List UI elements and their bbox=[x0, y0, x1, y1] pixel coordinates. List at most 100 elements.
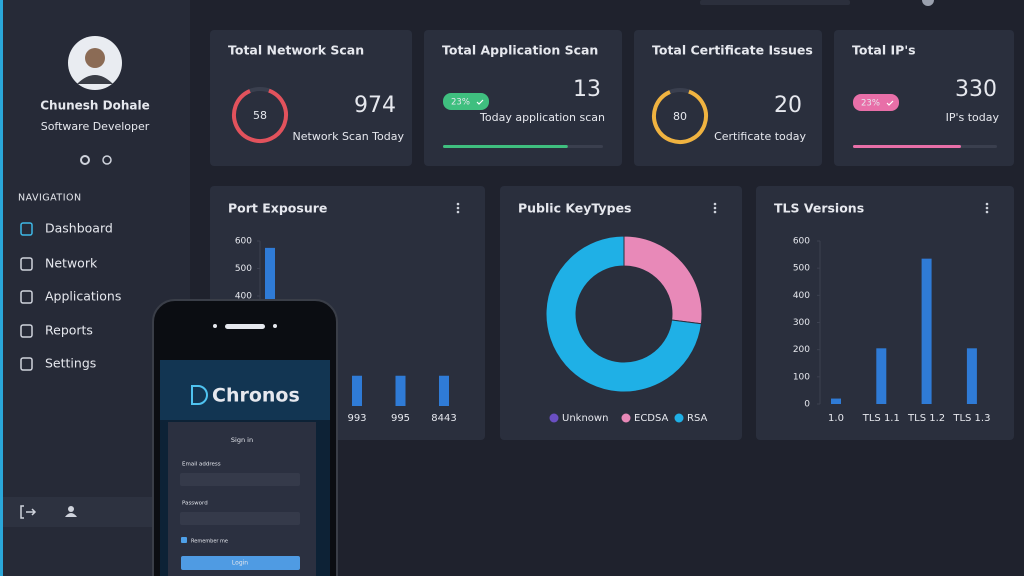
ring-value: 58 bbox=[253, 109, 267, 122]
nav-item[interactable]: Network bbox=[45, 256, 98, 271]
power-icon[interactable] bbox=[102, 155, 112, 165]
phone-email-input[interactable] bbox=[180, 473, 300, 486]
avatar-body bbox=[77, 75, 113, 84]
bar bbox=[352, 375, 362, 406]
chart-title: Port Exposure bbox=[228, 201, 327, 216]
badge-text: 23% bbox=[861, 99, 880, 109]
phone-email-label: Email address bbox=[182, 462, 221, 468]
nav-item[interactable]: Reports bbox=[45, 323, 93, 338]
stat-card bbox=[210, 30, 412, 166]
phone-checkbox[interactable] bbox=[181, 537, 187, 543]
menu-dot[interactable] bbox=[985, 202, 989, 206]
settings-icon[interactable] bbox=[80, 155, 90, 165]
avatar-face bbox=[85, 48, 105, 68]
phone-password-input[interactable] bbox=[180, 512, 300, 525]
badge-check bbox=[886, 100, 894, 106]
stat-value: 20 bbox=[774, 93, 802, 118]
stat-caption: Certificate today bbox=[714, 130, 806, 143]
phone-notch bbox=[225, 324, 265, 329]
stat-value: 13 bbox=[573, 77, 601, 102]
phone-form-title: Sign in bbox=[231, 436, 253, 444]
stat-title: Total IP's bbox=[852, 43, 916, 58]
user-icon-body bbox=[65, 513, 77, 517]
x-tick-label: TLS 1.3 bbox=[952, 413, 990, 424]
progress bbox=[443, 145, 568, 148]
legend-label[interactable]: ECDSA bbox=[634, 413, 669, 424]
y-tick-label: 0 bbox=[804, 400, 810, 410]
menu-dot[interactable] bbox=[713, 202, 717, 206]
phone-form bbox=[168, 422, 316, 576]
y-tick-label: 600 bbox=[235, 237, 252, 247]
x-tick-label: 995 bbox=[391, 413, 410, 424]
logout-icon[interactable] bbox=[20, 505, 37, 519]
nav-icon bbox=[20, 257, 33, 271]
nav-item[interactable]: Applications bbox=[45, 289, 121, 304]
stat-card bbox=[634, 30, 822, 166]
badge bbox=[853, 94, 899, 111]
phone-remember: Remember me bbox=[191, 539, 228, 545]
phone-brand: Chronos bbox=[212, 385, 300, 407]
y-tick-label: 100 bbox=[793, 372, 810, 382]
bar bbox=[831, 398, 841, 404]
nav-item[interactable]: Settings bbox=[45, 356, 96, 371]
profile-name: Chunesh Dohale bbox=[40, 99, 150, 113]
stat-value: 974 bbox=[354, 93, 396, 118]
menu-dot[interactable] bbox=[456, 206, 460, 210]
legend-label[interactable]: Unknown bbox=[562, 413, 608, 424]
phone-camera bbox=[273, 324, 277, 328]
ring-value: 80 bbox=[673, 110, 687, 123]
header-avatar bbox=[922, 0, 934, 6]
stat-card bbox=[834, 30, 1014, 166]
x-tick-label: TLS 1.2 bbox=[907, 413, 945, 424]
y-tick-label: 400 bbox=[793, 291, 810, 301]
progress bbox=[853, 145, 961, 148]
stat-title: Total Network Scan bbox=[228, 43, 364, 58]
nav-icon bbox=[20, 290, 33, 304]
y-tick-label: 500 bbox=[235, 264, 252, 274]
stat-title: Total Application Scan bbox=[442, 43, 598, 58]
menu-dot[interactable] bbox=[456, 210, 460, 214]
menu-dot[interactable] bbox=[456, 202, 460, 206]
x-tick-label: 993 bbox=[347, 413, 366, 424]
chart-card bbox=[500, 186, 742, 440]
nav-heading: NAVIGATION bbox=[18, 193, 82, 204]
nav-icon bbox=[20, 222, 33, 236]
nav-icon bbox=[20, 357, 33, 371]
phone-login-button[interactable] bbox=[181, 556, 300, 570]
phone-login-text: Login bbox=[232, 560, 248, 567]
stat-title: Total Certificate Issues bbox=[652, 43, 813, 58]
sidebar-edge bbox=[0, 0, 3, 576]
bar bbox=[439, 375, 449, 406]
bar bbox=[921, 258, 932, 404]
legend-dot bbox=[549, 413, 559, 423]
badge-check bbox=[476, 99, 484, 105]
chart-title: Public KeyTypes bbox=[518, 201, 632, 216]
phone-password-label: Password bbox=[182, 501, 208, 507]
x-tick-label: TLS 1.1 bbox=[862, 413, 900, 424]
menu-dot[interactable] bbox=[713, 210, 717, 214]
badge-text: 23% bbox=[451, 98, 470, 108]
nav-item[interactable]: Dashboard bbox=[45, 221, 113, 236]
menu-dot[interactable] bbox=[985, 206, 989, 210]
y-tick-label: 300 bbox=[793, 318, 810, 328]
nav-icon bbox=[20, 324, 33, 338]
phone-hero bbox=[160, 360, 330, 420]
stat-caption: IP's today bbox=[946, 111, 1000, 124]
donut-slice bbox=[545, 235, 702, 393]
legend-label[interactable]: RSA bbox=[687, 413, 707, 424]
legend-dot bbox=[674, 413, 684, 423]
stat-caption: Today application scan bbox=[479, 111, 605, 124]
menu-dot[interactable] bbox=[985, 210, 989, 214]
badge bbox=[443, 93, 489, 110]
y-tick-label: 200 bbox=[793, 345, 810, 355]
x-tick-label: 8443 bbox=[431, 413, 456, 424]
y-tick-label: 500 bbox=[793, 264, 810, 274]
bar bbox=[876, 348, 887, 404]
y-tick-label: 600 bbox=[793, 237, 810, 247]
profile-role: Software Developer bbox=[41, 120, 150, 133]
menu-dot[interactable] bbox=[713, 206, 717, 210]
stat-card bbox=[424, 30, 622, 166]
user-icon[interactable] bbox=[68, 506, 74, 512]
